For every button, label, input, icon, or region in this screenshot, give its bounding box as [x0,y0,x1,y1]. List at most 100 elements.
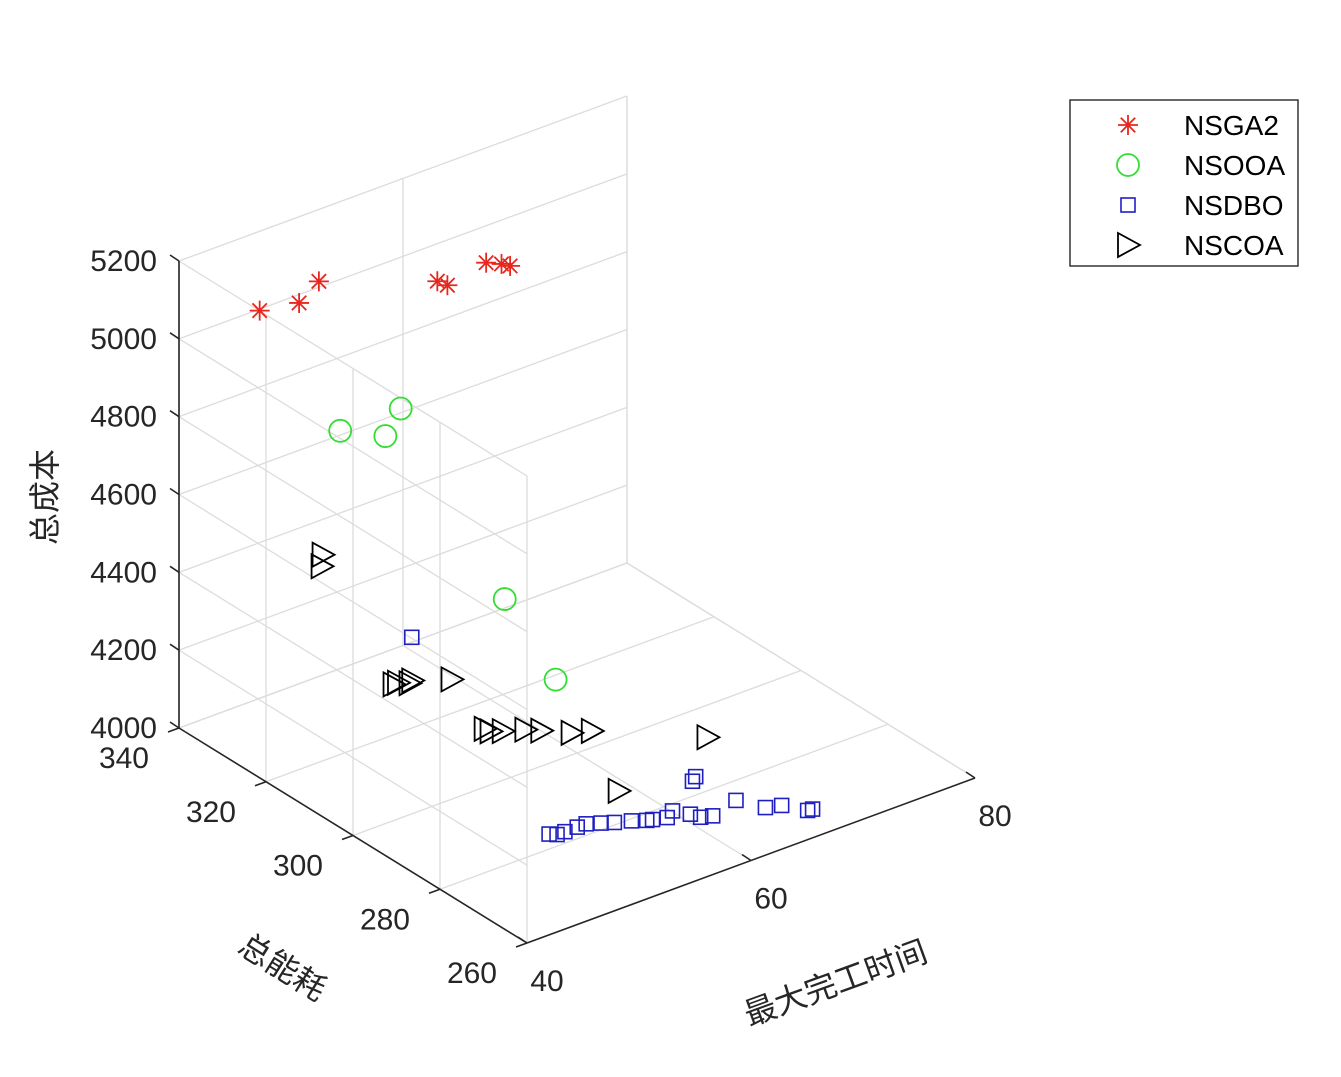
data-point [530,717,556,745]
data-point [308,271,329,292]
x-tick-mark [965,771,976,779]
data-point [638,812,655,829]
z-tick-mark [169,332,180,340]
data-point [623,813,640,829]
axes-lines [167,254,976,948]
data-point [578,816,594,832]
grid-line-back-z [178,484,628,651]
legend-entry-nsga2: NSGA2 [1118,110,1279,141]
data-point [569,819,586,835]
y-tick-label: 280 [360,903,410,936]
axis-labels: 最大完工时间 总能耗 总成本 [26,449,932,1034]
y-tick-mark [254,780,267,787]
grid-line-side-z [178,571,528,788]
x-tick-label: 40 [530,965,563,998]
x-tick-label: 80 [978,800,1011,833]
data-point [728,792,744,809]
y-tick-mark [515,942,528,948]
legend: NSGA2 NSOOA NSDBO NSCOA [1069,99,1299,267]
data-point [491,717,517,745]
legend-entry-nscoa: NSCOA [1117,230,1284,261]
grid-line-back-z [178,251,628,418]
data-point [607,777,633,805]
grid-line-back-z [178,562,628,729]
y-axis-label: 总能耗 [232,926,334,1009]
data-point [311,541,337,569]
z-tick-mark [169,487,180,496]
series-nscoa [310,541,722,805]
legend-box [1069,99,1299,267]
data-point [401,666,427,695]
data-point [549,826,565,843]
data-point [606,814,623,831]
z-tick-label: 4000 [90,712,157,745]
x-tick-mark [517,936,528,944]
series-nsdbo [403,629,821,843]
grid-line-side-z [178,493,528,711]
grid-line-side-z [178,260,528,477]
data-point [684,773,701,790]
pane-edge [626,562,976,779]
grid-line-back-z [178,406,628,573]
data-point [804,801,821,817]
z-tick-label: 5000 [90,323,157,356]
data-point [440,665,466,693]
data-point [696,723,722,751]
data-point [388,396,413,421]
data-point [543,667,568,692]
data-point [757,799,774,816]
data-point [476,252,497,273]
z-tick-mark [169,643,180,651]
z-tick-mark [169,410,180,418]
grid-line-floor-y [439,723,889,890]
legend-label: NSDBO [1184,190,1284,221]
data-point [557,823,573,840]
z-tick-mark [169,254,180,262]
y-tick-mark [428,888,441,895]
grid-line-side-z [178,649,528,866]
grid-line-back-z [178,328,628,496]
data-point [644,811,661,828]
legend-marker [1117,231,1142,259]
data-point [692,809,709,826]
data-point [479,717,505,745]
data-point [249,300,270,321]
legend-label: NSCOA [1184,230,1284,261]
grid-line-side-z [178,338,528,555]
series-nsga2 [249,252,521,321]
data-point [704,808,721,824]
data-point [687,768,704,785]
grid-line-floor-y [352,669,802,837]
y-tick-label: 320 [186,796,236,829]
z-tick-label: 4200 [90,634,157,667]
data-point [398,669,424,697]
z-tick-label: 4800 [90,401,157,434]
y-tick-mark [167,727,180,733]
legend-marker [1116,153,1140,177]
legend-entry-nsooa: NSOOA [1116,150,1285,181]
x-tick-label: 60 [754,883,787,916]
grid-line-back-z [178,95,628,262]
data-point [664,803,681,819]
z-axis-label: 总成本 [26,449,64,545]
data-point [437,275,458,296]
data-points [249,252,821,843]
axes-grid [178,95,976,944]
y-tick-label: 340 [99,742,149,775]
legend-label: NSGA2 [1184,110,1279,141]
data-point [773,797,790,814]
data-point [289,292,310,313]
data-point [560,719,586,747]
grid-line-floor-y [265,616,715,783]
z-tick-mark [169,565,180,573]
z-tick-label: 5200 [90,245,157,278]
z-tick-label: 4400 [90,556,157,589]
x-axis-label: 最大完工时间 [739,932,932,1033]
legend-entry-nsdbo: NSDBO [1120,190,1284,221]
data-point [492,587,517,611]
grid-line-side-z [178,416,528,633]
data-point [682,806,699,823]
y-tick-label: 300 [273,850,323,883]
